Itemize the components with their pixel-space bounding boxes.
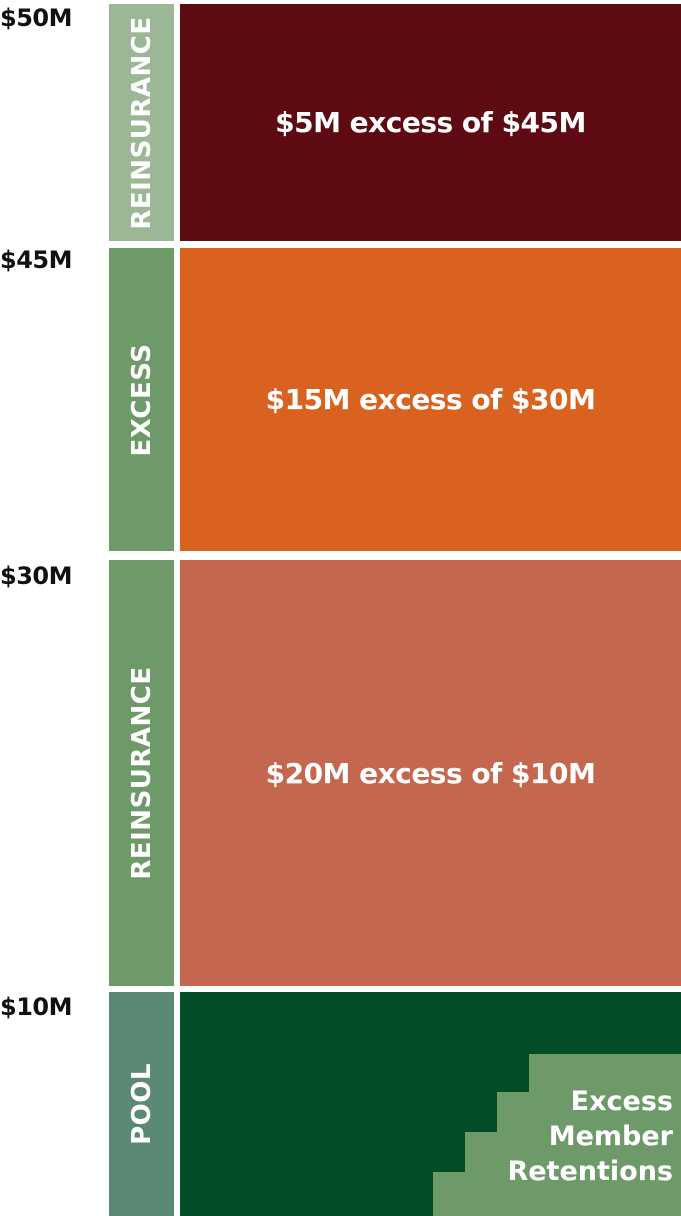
axis-label-45m: $45M — [0, 246, 72, 274]
layer-excess-label: $15M excess of $30M — [265, 383, 596, 416]
retention-line-2: Member — [548, 1121, 673, 1152]
layer-mid-reinsurance: $20M excess of $10M — [180, 560, 681, 986]
retention-steps — [433, 1054, 681, 1216]
layer-top-reinsurance: $5M excess of $45M — [180, 4, 681, 241]
axis-label-50m: $50M — [0, 4, 72, 32]
layer-mid-label: $20M excess of $10M — [265, 756, 596, 790]
band-reinsurance-mid-label: REINSURANCE — [126, 666, 157, 880]
band-reinsurance-mid: REINSURANCE — [109, 560, 174, 986]
band-reinsurance-top-label: REINSURANCE — [126, 15, 157, 230]
band-reinsurance-top: REINSURANCE — [109, 4, 174, 241]
retention-label: Excess Member Retentions — [473, 1084, 673, 1189]
retention-line-1: Excess — [570, 1086, 673, 1117]
band-excess-label: EXCESS — [126, 342, 157, 457]
layer-excess: $15M excess of $30M — [180, 248, 681, 551]
axis-label-10m: $10M — [0, 993, 72, 1021]
band-excess: EXCESS — [109, 248, 174, 551]
band-pool: POOL — [109, 992, 174, 1216]
retention-steps-graphic — [433, 1054, 681, 1216]
band-pool-label: POOL — [126, 1063, 157, 1145]
layer-top-label: $5M excess of $45M — [275, 106, 586, 139]
retention-line-3: Retentions — [507, 1156, 673, 1187]
axis-label-30m: $30M — [0, 562, 72, 590]
layer-pool: Excess Member Retentions — [180, 992, 681, 1216]
